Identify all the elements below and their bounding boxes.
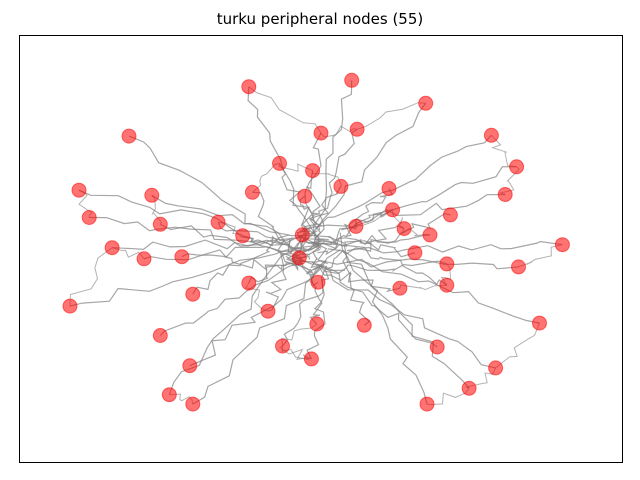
street-edge [346, 240, 563, 254]
street-edge [192, 234, 290, 295]
node-marker [297, 188, 313, 204]
plot-frame [19, 35, 623, 463]
node-marker [511, 259, 526, 275]
street-edge [312, 260, 447, 274]
node-marker [356, 317, 372, 333]
node-marker [272, 155, 287, 171]
node-marker [121, 128, 137, 144]
street-edge [327, 248, 540, 324]
node-marker [439, 277, 455, 293]
street-edge [282, 257, 335, 347]
node-marker [419, 396, 435, 412]
chart-title: turku peripheral nodes (55) [216, 10, 424, 28]
node-marker [210, 214, 226, 230]
node-marker [174, 249, 190, 265]
node-marker [62, 298, 78, 314]
street-edge [334, 213, 451, 259]
street-edge [69, 241, 325, 307]
node-marker [182, 358, 198, 374]
street-edge [301, 234, 431, 250]
node-marker [244, 184, 260, 200]
street-edge [518, 244, 563, 268]
node-marker [71, 182, 87, 198]
street-edge [491, 134, 517, 168]
node-marker [461, 380, 477, 396]
node-marker [348, 218, 364, 234]
node-marker [429, 339, 445, 355]
node-marker [185, 286, 201, 302]
node-marker [305, 163, 321, 179]
node-marker [407, 245, 423, 261]
street-edge [356, 102, 426, 130]
street-edge [495, 322, 540, 369]
street-edge [314, 128, 358, 240]
street-edge [189, 259, 327, 367]
node-marker [144, 187, 160, 203]
street-edge [317, 225, 405, 256]
street-edge [315, 134, 492, 230]
node-marker [385, 202, 401, 218]
node-marker [422, 227, 438, 243]
street-edge [69, 247, 113, 307]
street-edge [78, 189, 322, 247]
node-markers [62, 72, 570, 412]
street-edge [252, 191, 299, 271]
node-marker [241, 275, 257, 291]
street-edge [192, 249, 341, 405]
node-marker [152, 216, 168, 232]
node-marker [275, 338, 290, 354]
street-edge [312, 80, 353, 248]
node-marker [396, 221, 412, 237]
node-marker [136, 251, 152, 267]
node-marker [291, 250, 307, 266]
node-marker [313, 125, 329, 141]
node-marker [392, 280, 408, 296]
node-marker [344, 72, 360, 88]
street-edge [341, 166, 517, 231]
node-marker [241, 79, 257, 95]
street-edge [342, 255, 371, 326]
street-edge [294, 258, 519, 270]
node-marker [260, 303, 276, 319]
node-marker [310, 274, 326, 290]
street-edge [181, 253, 310, 271]
street-edge [143, 242, 338, 261]
street-edge [248, 86, 322, 134]
street-edge [112, 235, 329, 251]
street-edge [159, 262, 297, 336]
street-edge [339, 232, 428, 405]
node-marker [235, 228, 251, 244]
node-marker [294, 227, 310, 243]
node-marker [81, 210, 97, 225]
node-marker [185, 396, 201, 412]
node-marker [303, 351, 319, 367]
street-edge [302, 237, 416, 258]
street-edge [290, 102, 427, 254]
node-marker [532, 315, 547, 331]
node-marker [161, 387, 177, 403]
node-marker [439, 256, 455, 272]
street-edge [292, 263, 401, 293]
node-marker [381, 181, 397, 196]
node-marker [554, 237, 570, 253]
node-marker [497, 187, 513, 202]
node-marker [483, 127, 499, 143]
node-marker [349, 121, 365, 137]
node-marker [152, 328, 168, 343]
node-marker [509, 159, 525, 175]
node-marker [104, 240, 120, 256]
node-marker [333, 178, 349, 194]
node-marker [418, 95, 434, 111]
street-edge [278, 163, 328, 265]
street-edge [311, 261, 496, 369]
node-marker [488, 360, 504, 376]
node-marker [442, 207, 458, 223]
node-marker [309, 316, 325, 332]
street-edge [327, 236, 470, 389]
